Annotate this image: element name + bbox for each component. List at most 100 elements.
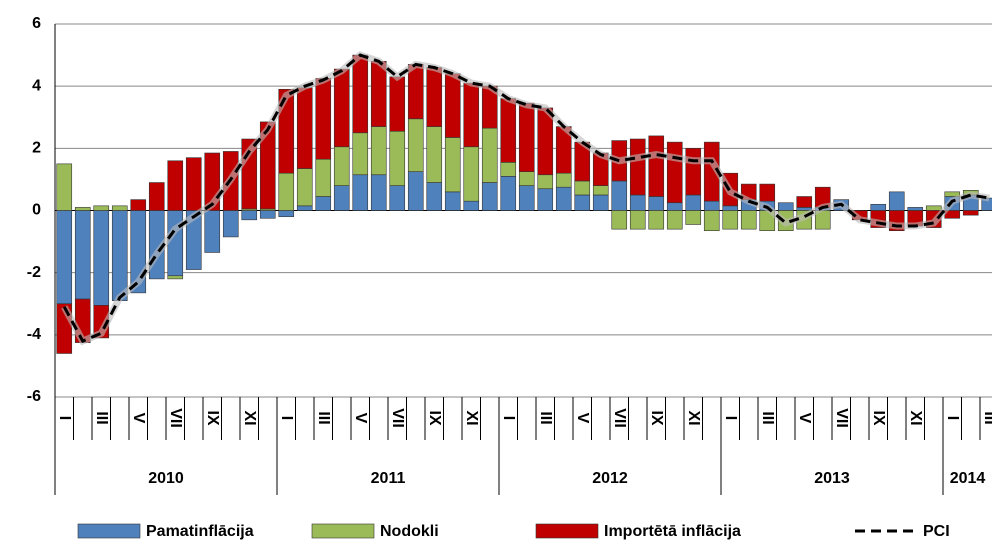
legend-label: Importētā inflācija (604, 523, 741, 540)
bar (352, 54, 369, 134)
bar (703, 210, 720, 232)
y-tick-label: -2 (27, 264, 41, 281)
x-tick-label: IX (426, 410, 443, 425)
bar (426, 67, 443, 127)
x-tick-label: I (500, 416, 517, 420)
bar (370, 60, 387, 127)
legend-label: Nodokli (380, 523, 439, 540)
bar (648, 210, 665, 230)
bar (93, 205, 110, 211)
bar (259, 210, 276, 219)
x-tick-label: XI (241, 410, 258, 425)
x-tick-label: V (574, 413, 591, 424)
x-tick-label: V (130, 413, 147, 424)
x-tick-label: XI (907, 410, 924, 425)
bar (685, 210, 702, 225)
x-tick-label: III (93, 411, 110, 424)
bar (666, 210, 683, 230)
group-label: 2011 (371, 470, 406, 487)
bar (204, 210, 221, 253)
bar (574, 180, 591, 196)
bar (389, 76, 406, 132)
bar (574, 194, 591, 211)
bar (555, 186, 572, 211)
bar (111, 205, 128, 211)
y-tick-label: -6 (27, 388, 41, 405)
bar (333, 146, 350, 186)
x-tick-label: XI (685, 410, 702, 425)
bar (907, 207, 924, 211)
bar (407, 171, 424, 211)
bar (518, 185, 535, 211)
bar (463, 82, 480, 148)
bar (481, 182, 498, 211)
x-tick-label: VII (389, 408, 406, 428)
bar (944, 191, 961, 197)
bar (592, 185, 609, 196)
bar (370, 126, 387, 176)
group-label: 2014 (950, 470, 986, 487)
bar (222, 210, 239, 238)
bar (537, 174, 554, 190)
x-tick-label: I (944, 416, 961, 420)
x-tick-label: IX (204, 410, 221, 425)
bar (241, 210, 258, 221)
bar (370, 174, 387, 211)
bar (518, 102, 535, 172)
y-tick-label: 4 (32, 77, 41, 94)
bar (352, 174, 369, 211)
bar (315, 78, 332, 160)
bar (333, 68, 350, 148)
bar (278, 88, 295, 174)
bar (796, 207, 813, 211)
bar (777, 202, 794, 211)
bar (278, 210, 295, 218)
x-tick-label: VII (833, 408, 850, 428)
group-label: 2013 (814, 470, 850, 487)
bar (296, 205, 313, 211)
bar (463, 200, 480, 211)
bar (685, 148, 702, 196)
bar (444, 73, 461, 138)
bar (611, 210, 628, 230)
bar (56, 163, 73, 211)
bar (130, 199, 147, 211)
bar (500, 98, 517, 163)
bar (796, 196, 813, 208)
bar (426, 126, 443, 183)
bar (56, 210, 73, 305)
bar (611, 180, 628, 211)
bar (703, 200, 720, 211)
bar (962, 210, 979, 216)
bar (259, 121, 276, 210)
legend-label: PCI (923, 523, 950, 540)
bar (296, 87, 313, 169)
bar (167, 275, 184, 280)
bar (111, 210, 128, 301)
bar (74, 210, 91, 300)
bar (685, 194, 702, 211)
bar (185, 157, 202, 211)
bar (500, 176, 517, 211)
bar (722, 205, 739, 211)
bar (148, 182, 165, 211)
bar (592, 194, 609, 211)
bar (648, 196, 665, 211)
bar (888, 191, 905, 211)
group-label: 2012 (592, 470, 628, 487)
x-tick-label: III (537, 411, 554, 424)
bar (870, 203, 887, 211)
bar (352, 132, 369, 176)
x-tick-label: IX (648, 410, 665, 425)
bar (629, 138, 646, 196)
bar (629, 210, 646, 230)
x-tick-label: III (981, 411, 992, 424)
x-tick-label: VII (167, 408, 184, 428)
legend-swatch (77, 523, 141, 539)
x-tick-label: III (315, 411, 332, 424)
bar (537, 188, 554, 211)
bar (740, 210, 757, 230)
bar (555, 172, 572, 188)
bar (167, 160, 184, 211)
